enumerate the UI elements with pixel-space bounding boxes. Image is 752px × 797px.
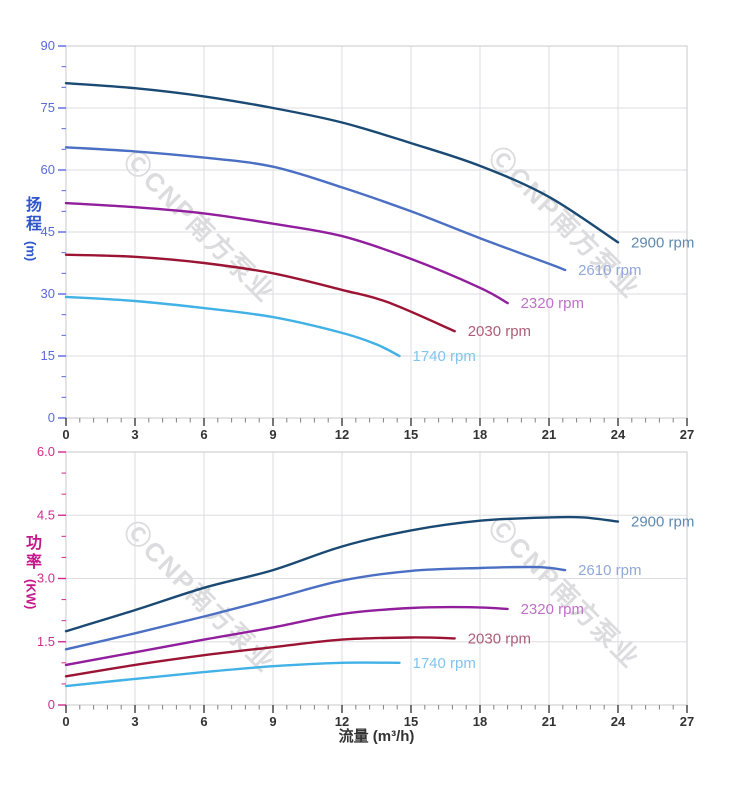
x-tick-label: 6 (200, 427, 207, 442)
y-tick-label: 90 (41, 38, 55, 53)
curve-1740-rpm (64, 295, 401, 358)
x-tick-label: 21 (542, 714, 556, 729)
x-tick-label: 27 (680, 427, 694, 442)
curve-label-2610-rpm: 2610 rpm (578, 562, 641, 579)
y-tick-label: 75 (41, 100, 55, 115)
curve-label-2320-rpm: 2320 rpm (521, 295, 584, 312)
x-tick-label: 27 (680, 714, 694, 729)
curve-label-1740-rpm: 1740 rpm (413, 348, 476, 365)
power-vs-flow-chart: ⒸCNP南方泵业 ⒸCNP南方泵业 0 1.5 3.0 4.5 6.0 0 3 6 9 12 15 18 2… (37, 444, 694, 729)
x-tick-label: 12 (335, 714, 349, 729)
curve-label-2610-rpm: 2610 rpm (578, 262, 641, 279)
x-tick-label: 21 (542, 427, 556, 442)
curve-label-2900-rpm: 2900 rpm (631, 234, 694, 251)
curve-label-2900-rpm: 2900 rpm (631, 514, 694, 531)
curve-label-2030-rpm: 2030 rpm (468, 323, 531, 340)
y-tick-label: 30 (41, 286, 55, 301)
cnp-watermark: ⒸCNP南方泵业 (483, 511, 646, 674)
x-tick-label: 3 (131, 714, 138, 729)
cnp-watermark: ⒸCNP南方泵业 (483, 141, 646, 304)
flow-axis-title: 流量 (m³/h) (338, 728, 415, 745)
curve-2900-rpm (64, 82, 620, 244)
x-tick-label: 24 (611, 427, 626, 442)
curve-2610-rpm (64, 565, 567, 651)
x-tick-label: 15 (404, 714, 418, 729)
y-tick-label: 1.5 (37, 634, 55, 649)
y-tick-label: 15 (41, 348, 55, 363)
head-axis-title: 扬程 (m) (14, 196, 48, 261)
x-tick-label: 0 (62, 427, 69, 442)
x-tick-label: 12 (335, 427, 349, 442)
curve-2900-rpm (64, 515, 620, 633)
x-tick-label: 6 (200, 714, 207, 729)
x-tick-label: 18 (473, 714, 487, 729)
x-tick-label: 15 (404, 427, 418, 442)
x-tick-label: 18 (473, 427, 487, 442)
curve-2030-rpm (64, 253, 456, 333)
power-axis-title: 功率 (KW) (14, 534, 48, 609)
y-tick-label: 6.0 (37, 444, 55, 459)
curve-label-1740-rpm: 1740 rpm (413, 655, 476, 672)
curve-label-2030-rpm: 2030 rpm (468, 630, 531, 647)
head-axis-title-text: 扬程 (23, 196, 40, 234)
power-axis-title-text: 功率 (23, 534, 40, 572)
y-tick-label: 0 (48, 410, 55, 425)
x-tick-label: 24 (611, 714, 626, 729)
x-tick-label: 9 (269, 714, 276, 729)
curve-2320-rpm (64, 201, 509, 305)
y-tick-label: 45 (41, 224, 55, 239)
y-tick-label: 60 (41, 162, 55, 177)
x-tick-label: 0 (62, 714, 69, 729)
curve-2320-rpm (64, 605, 509, 667)
curve-2030-rpm (64, 636, 456, 678)
y-tick-label: 4.5 (37, 507, 55, 522)
cnp-watermark: ⒸCNP南方泵业 (118, 515, 281, 678)
power-axis-unit: (KW) (23, 579, 39, 610)
head-axis-unit: (m) (23, 241, 39, 262)
curve-label-2320-rpm: 2320 rpm (521, 601, 584, 618)
y-tick-label: 0 (48, 697, 55, 712)
curve-1740-rpm (64, 661, 401, 688)
x-tick-label: 3 (131, 427, 138, 442)
y-tick-label: 3.0 (37, 571, 55, 586)
curve-2610-rpm (64, 146, 567, 272)
x-tick-label: 9 (269, 427, 276, 442)
